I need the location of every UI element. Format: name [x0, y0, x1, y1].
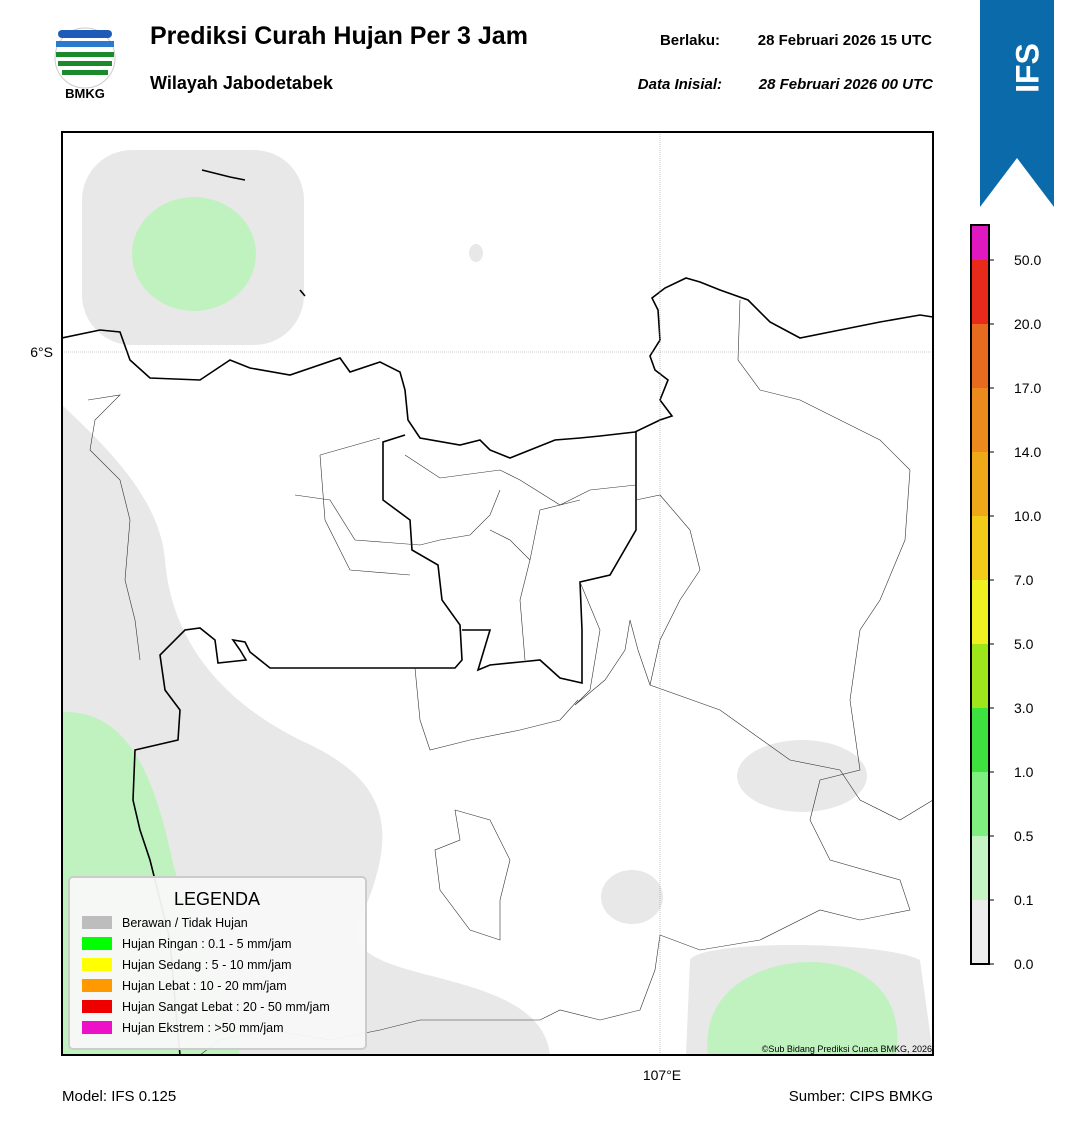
colorbar-segment	[971, 644, 989, 708]
colorbar-segment	[971, 260, 989, 324]
colorbar-frame	[970, 224, 990, 965]
colorbar-segment	[971, 388, 989, 452]
subtitle: Wilayah Jabodetabek	[150, 73, 334, 93]
colorbar-segment	[971, 772, 989, 836]
valid-time: 28 Februari 2026 15 UTC	[758, 32, 932, 49]
rain-area	[132, 197, 256, 311]
legend-swatch	[82, 937, 112, 950]
colorbar-segment	[971, 452, 989, 516]
legend-label: Hujan Ekstrem : >50 mm/jam	[122, 1021, 284, 1035]
colorbar-tick-label: 50.0	[1014, 252, 1041, 268]
logo: BMKG	[54, 27, 116, 101]
colorbar-tick-label: 3.0	[1014, 700, 1034, 716]
legend: LEGENDA Berawan / Tidak Hujan Hujan Ringa…	[68, 876, 367, 1050]
valid-label: Berlaku:	[660, 32, 720, 49]
lon-label: 107°E	[643, 1067, 681, 1083]
legend-swatch	[82, 1000, 112, 1013]
map-frame	[61, 131, 934, 1056]
colorbar-segment	[971, 580, 989, 644]
credit: ©Sub Bidang Prediksi Cuaca BMKG, 2026	[762, 1044, 932, 1054]
lat-label: 6°S	[30, 344, 53, 360]
colorbar-segment	[971, 225, 989, 260]
colorbar-segment	[971, 900, 989, 964]
legend-label: Hujan Sangat Lebat : 20 - 50 mm/jam	[122, 1000, 330, 1014]
colorbar-tick-label: 0.0	[1014, 956, 1034, 972]
model: Model: IFS 0.125	[62, 1088, 176, 1105]
source: Sumber: CIPS BMKG	[789, 1088, 933, 1105]
colorbar-tick-label: 14.0	[1014, 444, 1041, 460]
init-label: Data Inisial:	[638, 76, 722, 93]
title: Prediksi Curah Hujan Per 3 Jam	[150, 22, 528, 50]
legend-swatch	[82, 958, 112, 971]
colorbar-tick-label: 7.0	[1014, 572, 1034, 588]
colorbar-tick-label: 0.5	[1014, 828, 1034, 844]
legend-swatch	[82, 979, 112, 992]
legend-label: Hujan Lebat : 10 - 20 mm/jam	[122, 979, 287, 993]
colorbar-tick-label: 10.0	[1014, 508, 1041, 524]
colorbar-tick-label: 1.0	[1014, 764, 1034, 780]
colorbar-tick-label: 0.1	[1014, 892, 1034, 908]
colorbar-tick-label: 17.0	[1014, 380, 1041, 396]
legend-label: Hujan Ringan : 0.1 - 5 mm/jam	[122, 937, 292, 951]
colorbar-segment	[971, 708, 989, 772]
badge-text: IFS	[1009, 43, 1045, 93]
colorbar-segment	[971, 836, 989, 900]
legend-swatch	[82, 916, 112, 929]
legend-label: Hujan Sedang : 5 - 10 mm/jam	[122, 958, 292, 972]
init-time: 28 Februari 2026 00 UTC	[758, 76, 934, 93]
colorbar-segment	[971, 516, 989, 580]
legend-title: LEGENDA	[174, 889, 260, 909]
colorbar-tick-label: 5.0	[1014, 636, 1034, 652]
legend-swatch	[82, 1021, 112, 1034]
badge	[980, 0, 1054, 207]
colorbar-segment	[971, 324, 989, 388]
colorbar: 0.0 0.1 0.5 1.0 3.0 5.0 7.0 10.0 14.0 17.0 20.0 50.…	[970, 224, 1041, 972]
colorbar-tick-label: 20.0	[1014, 316, 1041, 332]
logo-text: BMKG	[65, 86, 105, 101]
legend-label: Berawan / Tidak Hujan	[122, 916, 248, 930]
